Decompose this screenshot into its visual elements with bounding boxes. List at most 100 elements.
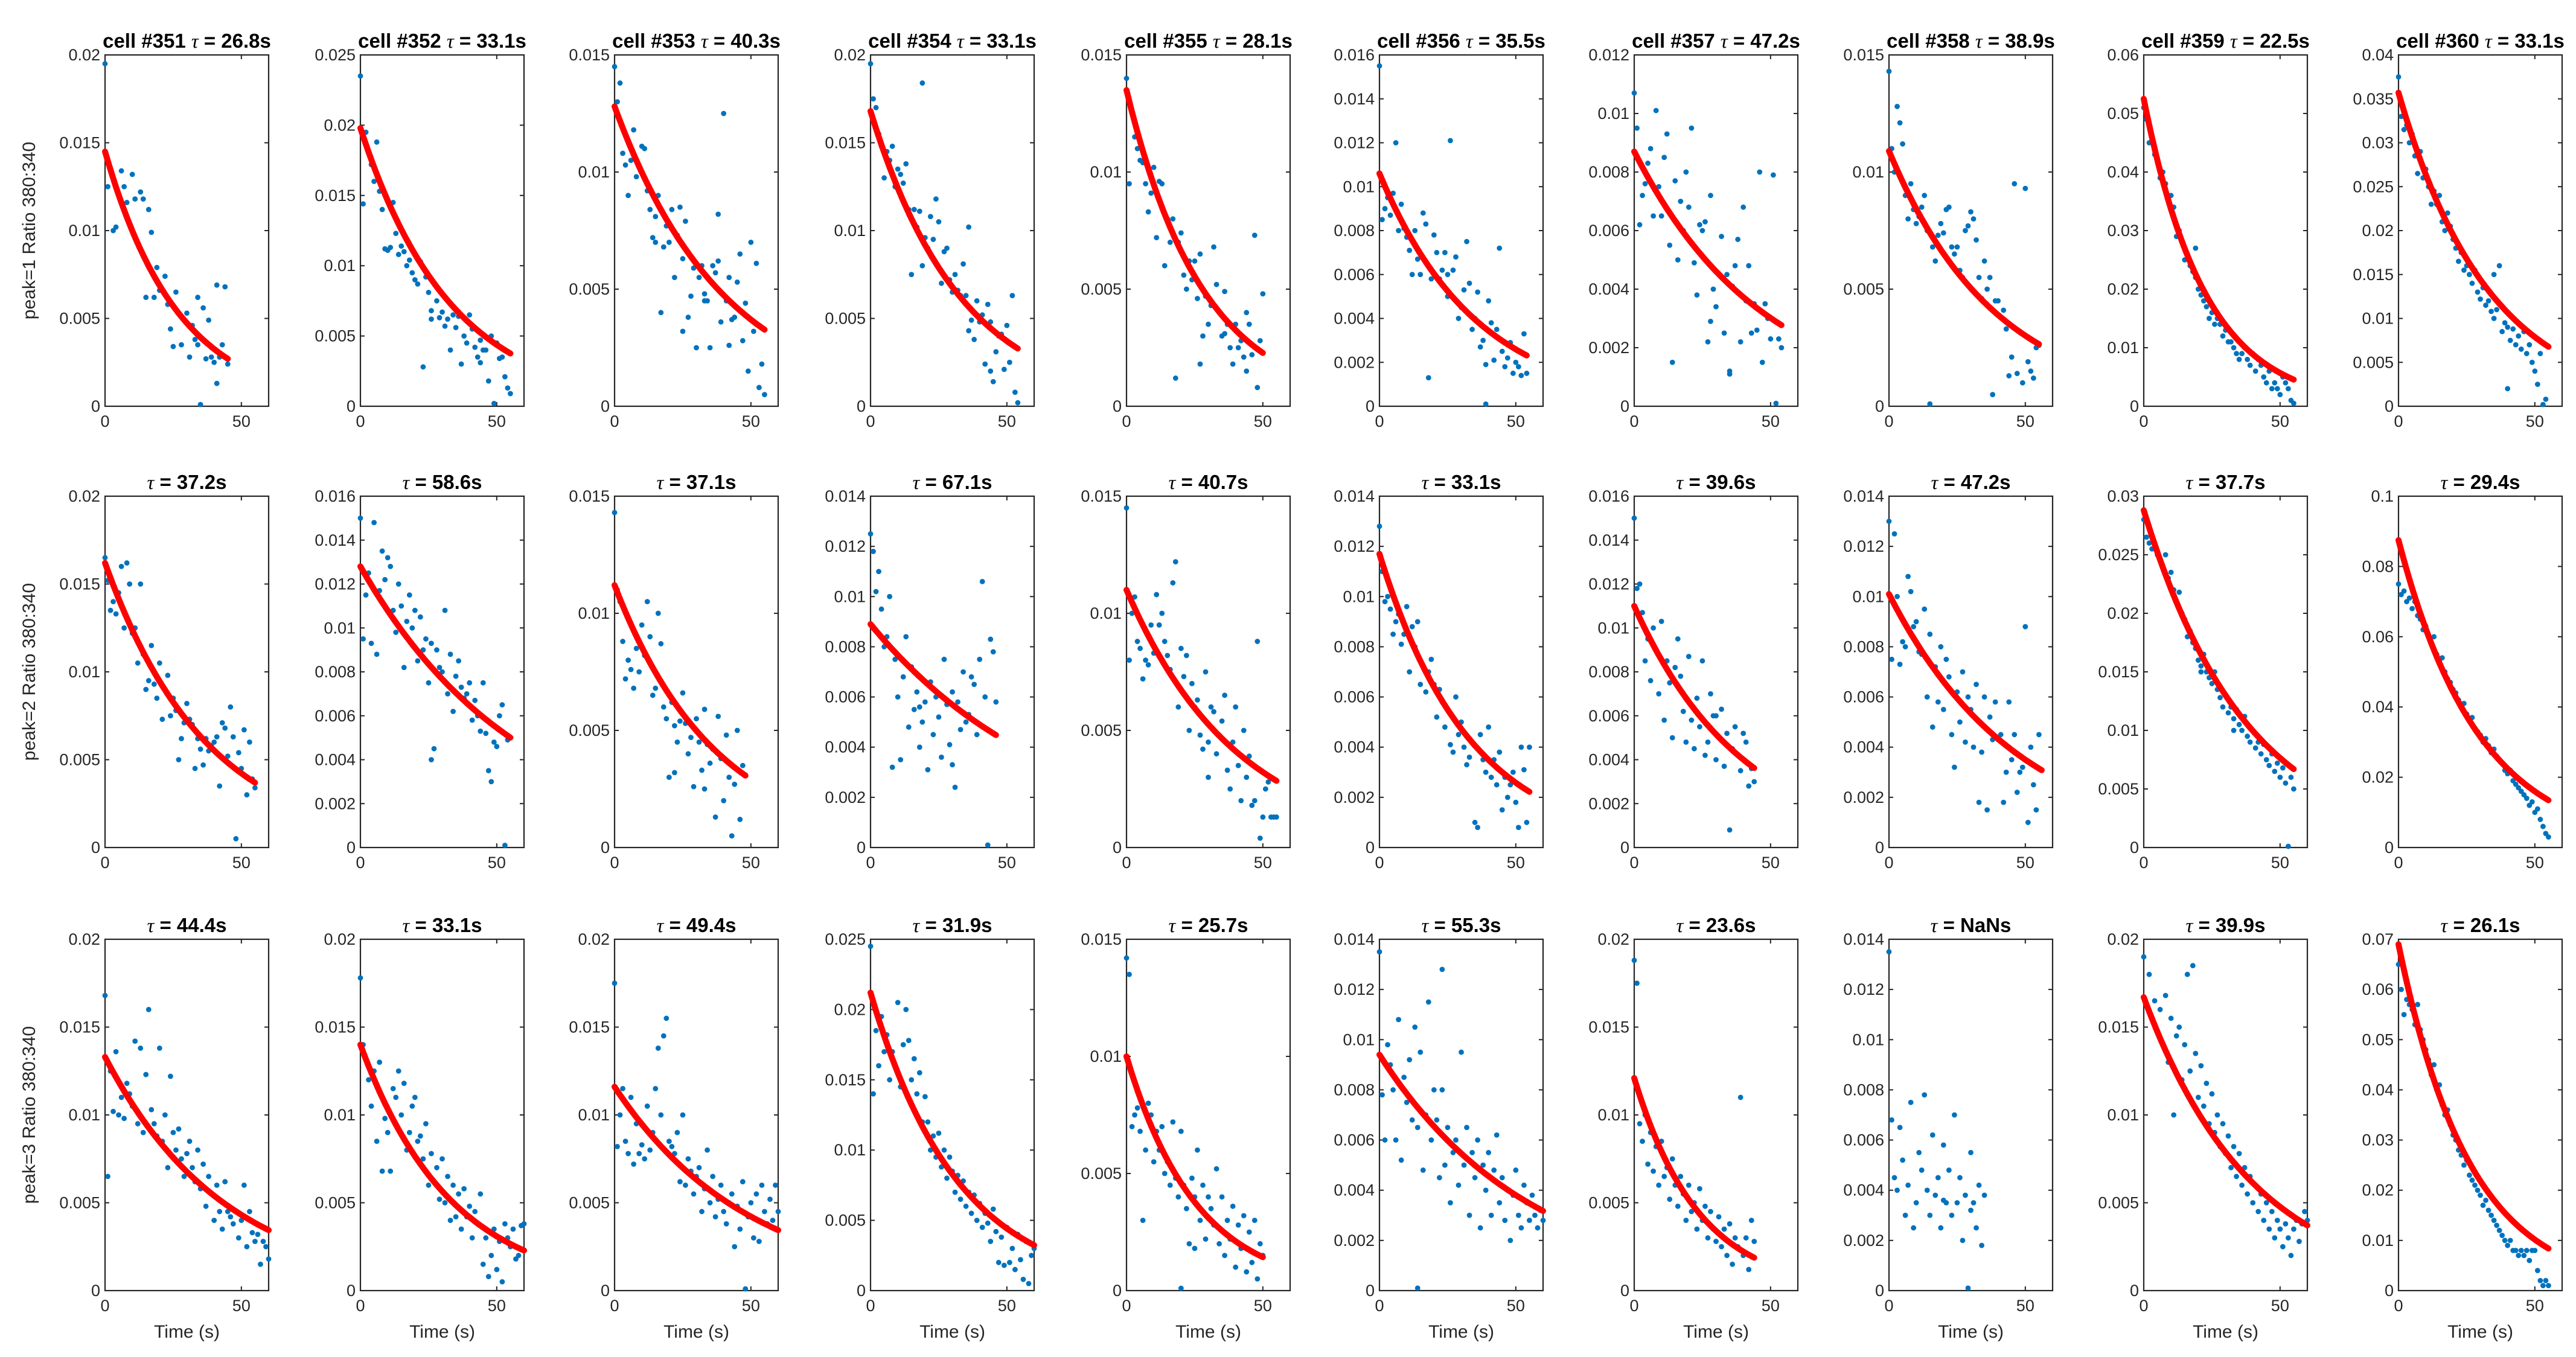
data-point [1167, 240, 1173, 245]
data-point [417, 1133, 423, 1139]
subplot-title: τ = 33.1s [1421, 471, 1501, 494]
data-point [2176, 1024, 2182, 1030]
data-point [203, 1203, 209, 1209]
data-point [1197, 732, 1203, 738]
data-point [873, 104, 879, 110]
y-tick-label: 0.01 [324, 257, 356, 275]
x-tick-label: 0 [2139, 1297, 2148, 1315]
data-point [368, 640, 374, 647]
data-point [113, 611, 119, 617]
data-point [1900, 1157, 1905, 1163]
data-point [478, 728, 484, 734]
data-point [1497, 245, 1503, 251]
subplot-title: τ = 39.9s [2185, 914, 2265, 937]
data-point [1894, 103, 1900, 109]
data-point [2540, 823, 2546, 829]
data-point [2502, 1237, 2508, 1244]
exp-fit-curve [1886, 148, 2042, 348]
data-point [1689, 125, 1695, 131]
y-tick-label: 0.01 [1852, 587, 1884, 605]
y-tick-label: 0.02 [578, 930, 610, 948]
data-point [653, 1085, 659, 1091]
y-tick-label: 0 [1875, 397, 1884, 415]
data-point [985, 301, 991, 307]
data-point [1645, 1161, 1651, 1167]
data-point [644, 1103, 650, 1109]
data-point [121, 625, 127, 631]
data-point [1009, 293, 1015, 299]
data-point [379, 206, 385, 212]
data-point [206, 1173, 212, 1180]
data-point [258, 1261, 263, 1267]
data-point [2239, 1183, 2245, 1188]
exp-fit-curve [868, 108, 1021, 352]
data-point [2220, 1121, 2226, 1126]
data-point [743, 300, 749, 306]
data-point [1213, 751, 1219, 757]
data-point [1960, 1237, 1966, 1244]
data-point [458, 361, 464, 367]
data-point [2285, 843, 2291, 849]
y-tick-label: 0.014 [1843, 930, 1884, 948]
data-point [135, 1121, 141, 1126]
data-point [966, 224, 971, 230]
data-point [1425, 999, 1431, 1005]
data-point [241, 1183, 247, 1188]
data-point [467, 1203, 473, 1209]
data-point [2431, 634, 2437, 640]
data-point [140, 1129, 146, 1135]
title-tau-symbol: τ [1931, 472, 1938, 494]
data-point [1708, 193, 1713, 199]
data-point [1499, 807, 1505, 813]
y-tick-label: 0.025 [315, 46, 356, 64]
data-point [2231, 727, 2237, 733]
data-point [2028, 744, 2034, 750]
data-point [190, 1164, 195, 1170]
data-point [1006, 359, 1012, 365]
y-tick-label: 0.012 [1588, 575, 1629, 593]
data-point [721, 110, 727, 117]
data-point [2415, 1001, 2421, 1007]
data-point [1721, 764, 1727, 769]
data-point [521, 1221, 527, 1227]
data-point [377, 1059, 383, 1065]
data-point [1026, 1280, 1032, 1286]
data-point [1524, 820, 1530, 825]
data-point [1448, 742, 1453, 747]
data-point [429, 308, 434, 314]
data-point [1504, 794, 1510, 800]
data-point [721, 1209, 727, 1215]
data-point [952, 784, 958, 790]
data-point [388, 244, 394, 251]
exp-fit-curve [2141, 507, 2297, 773]
data-point [393, 1094, 399, 1100]
title-cell-id: cell #353 [612, 30, 701, 52]
data-point [406, 1129, 412, 1135]
data-point [740, 337, 746, 343]
data-point [2285, 386, 2291, 392]
data-point [1213, 281, 1219, 287]
data-point [439, 669, 445, 675]
data-point [496, 713, 502, 719]
axes-box [1125, 54, 1291, 407]
data-point [2283, 780, 2289, 786]
data-point [1702, 1203, 1708, 1209]
title-tau-symbol: τ [1975, 31, 1983, 53]
data-point [2247, 739, 2253, 745]
y-tick-label: 0.002 [1334, 1231, 1375, 1250]
data-point [2252, 368, 2258, 374]
data-point [1987, 714, 1993, 720]
data-point [2162, 552, 2169, 558]
data-point [1894, 593, 1900, 599]
data-point [1251, 1218, 1258, 1223]
data-point [200, 1161, 206, 1167]
data-point [102, 555, 108, 561]
data-point [2009, 757, 2015, 762]
data-point [2280, 1244, 2286, 1250]
data-point [1634, 125, 1640, 131]
title-tau-symbol: τ [2485, 31, 2493, 53]
data-point [1507, 1237, 1513, 1244]
y-tick-label: 0.005 [569, 1194, 610, 1212]
data-point [612, 509, 618, 516]
